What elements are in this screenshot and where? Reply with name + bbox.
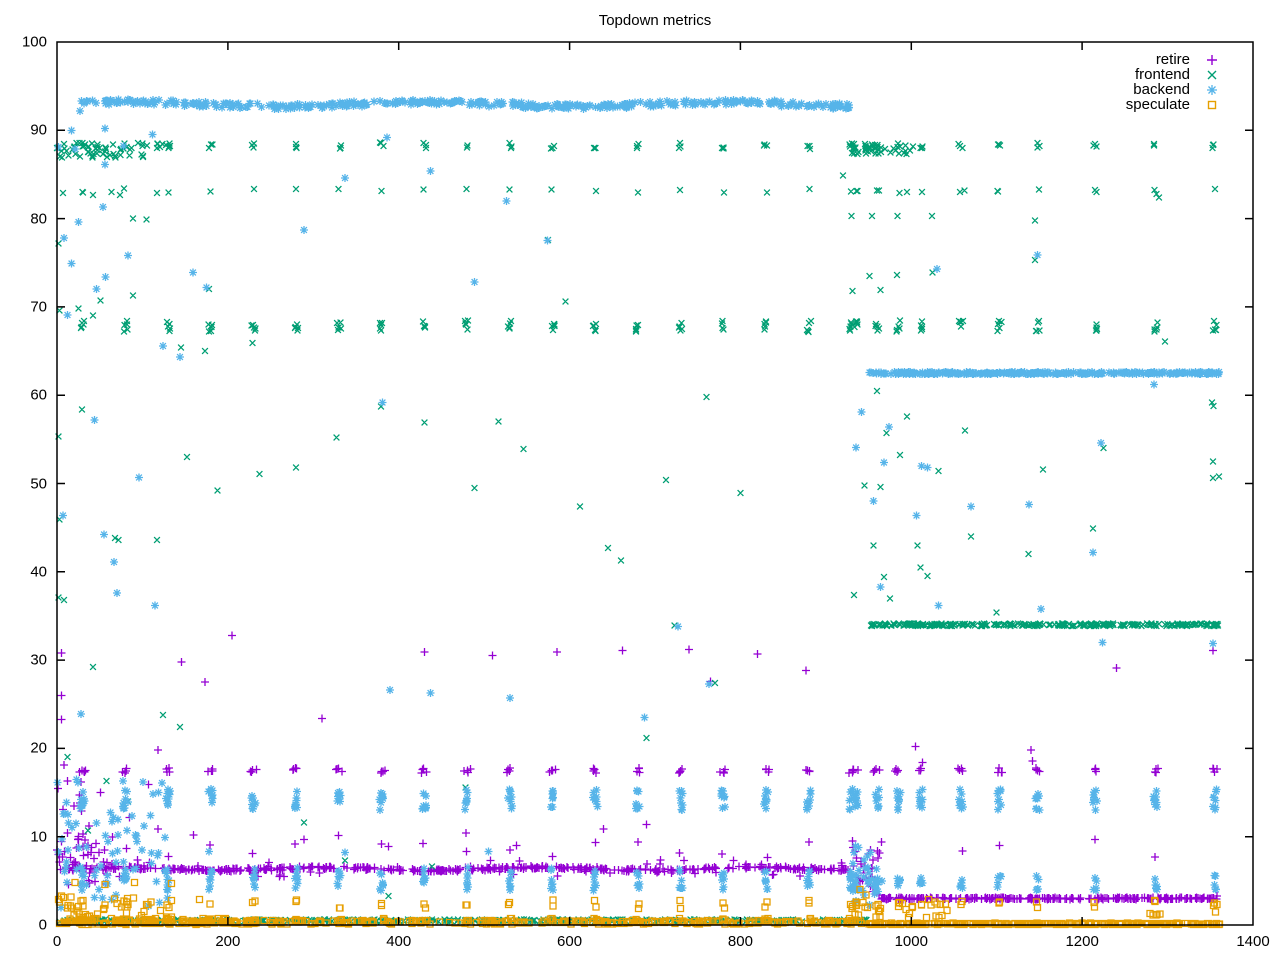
y-tick-label: 70 [30,298,47,316]
series-points-backend [53,95,1223,912]
x-tick-label: 600 [557,933,583,950]
open-square-marker-icon [1190,98,1234,112]
legend-label-frontend: frontend [1134,66,1190,83]
legend-label-retire: retire [1155,51,1190,68]
cross-marker-icon [1190,68,1234,82]
x-tick-label: 1000 [894,933,928,950]
x-tick-label: 800 [727,933,753,950]
y-tick-label: 50 [30,475,47,492]
chart-title: Topdown metrics [598,12,712,29]
legend-row-frontend: frontend [1135,67,1234,82]
series-points-retire [53,631,1221,904]
y-tick-label: 80 [30,210,47,228]
y-tick-label: 10 [30,828,47,846]
asterisk-marker-icon [1190,83,1234,97]
y-tick-label: 90 [30,121,47,139]
x-tick-label: 1400 [1236,933,1270,950]
plus-marker-icon [1190,53,1234,67]
y-tick-label: 40 [30,563,47,581]
legend-row-retire: retire [1156,52,1234,67]
y-tick-label: 100 [21,33,47,51]
x-tick-label: 400 [386,933,412,950]
y-tick-label: 60 [30,386,47,404]
legend-label-backend: backend [1133,81,1190,98]
x-tick-label: 200 [215,933,241,950]
legend-label-speculate: speculate [1125,96,1190,113]
x-tick-label: 1200 [1065,933,1099,950]
y-tick-label: 0 [38,916,47,934]
y-tick-label: 30 [30,651,47,669]
legend-row-speculate: speculate [1126,97,1234,112]
x-tick-label: 0 [52,933,62,950]
legend: retire frontend backend speculate [1126,52,1234,112]
legend-row-backend: backend [1133,82,1234,97]
plot-border-and-ticks [56,41,1254,926]
y-tick-label: 20 [30,739,47,757]
